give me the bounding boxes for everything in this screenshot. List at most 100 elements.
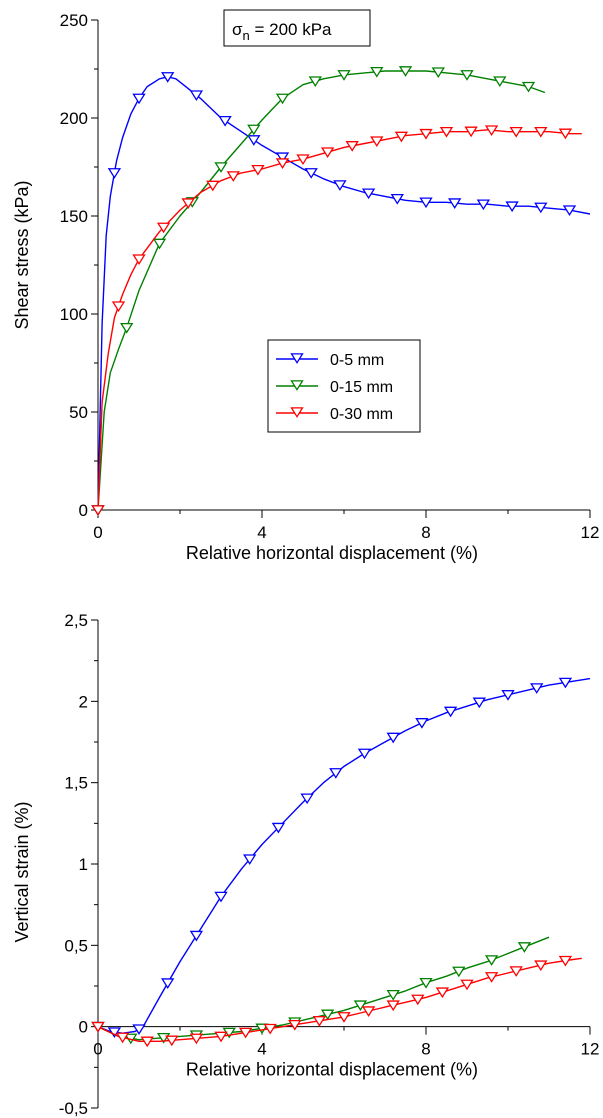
data-point-0-30-mm bbox=[558, 128, 573, 140]
data-point-0-5-mm bbox=[247, 135, 261, 146]
y-axis-title: Vertical strain (%) bbox=[12, 801, 32, 942]
data-point-0-5-mm bbox=[472, 697, 486, 709]
x-tick-label: 0 bbox=[93, 1040, 102, 1059]
data-point-0-30-mm bbox=[111, 301, 126, 313]
data-point-0-30-mm bbox=[411, 994, 425, 1006]
y-tick-label: 0 bbox=[79, 1018, 88, 1037]
data-point-0-30-mm bbox=[156, 222, 171, 234]
data-point-0-5-mm bbox=[243, 854, 257, 866]
data-point-0-5-mm bbox=[357, 748, 372, 760]
y-tick-label: 150 bbox=[60, 207, 88, 226]
series-line-0-15-mm bbox=[97, 70, 546, 511]
data-point-0-15-mm bbox=[521, 81, 536, 93]
data-point-0-15-mm bbox=[214, 162, 228, 173]
y-tick-label: 2,5 bbox=[64, 611, 88, 630]
data-point-0-15-mm bbox=[460, 70, 474, 81]
data-point-0-15-mm bbox=[517, 942, 532, 953]
y-tick-label: 250 bbox=[60, 11, 88, 30]
data-point-0-15-mm bbox=[337, 70, 351, 81]
legend-marker-0-5-mm bbox=[290, 353, 304, 364]
y-tick-label: 200 bbox=[60, 109, 88, 128]
data-point-0-30-mm bbox=[214, 1031, 228, 1043]
data-point-0-5-mm bbox=[419, 197, 433, 209]
data-point-0-30-mm bbox=[361, 1006, 376, 1017]
x-tick-label: 8 bbox=[421, 1040, 430, 1059]
data-point-0-5-mm bbox=[107, 1027, 122, 1038]
data-point-0-5-mm bbox=[189, 90, 204, 102]
data-point-0-30-mm bbox=[386, 1000, 400, 1012]
data-point-0-30-mm bbox=[189, 1033, 204, 1045]
legend-marker-0-30-mm bbox=[290, 407, 304, 418]
data-point-0-15-mm bbox=[353, 1000, 368, 1012]
annotation-text: σn = 200 kPa bbox=[232, 20, 332, 43]
x-tick-label: 8 bbox=[421, 523, 430, 542]
y-axis-title: Shear stress (kPa) bbox=[12, 180, 32, 329]
data-point-0-15-mm bbox=[493, 76, 507, 88]
data-point-0-30-mm bbox=[534, 960, 548, 972]
data-point-0-30-mm bbox=[91, 505, 105, 516]
data-point-0-15-mm bbox=[152, 238, 167, 250]
y-tick-label: 2 bbox=[79, 692, 88, 711]
series-line-0-30-mm bbox=[97, 957, 582, 1043]
data-point-0-5-mm bbox=[304, 168, 318, 179]
x-tick-label: 4 bbox=[257, 523, 266, 542]
data-point-0-5-mm bbox=[534, 202, 548, 214]
data-point-0-30-mm bbox=[206, 180, 220, 192]
y-tick-label: 50 bbox=[69, 403, 88, 422]
data-point-0-15-mm bbox=[275, 93, 290, 105]
x-axis-title: Relative horizontal displacement (%) bbox=[186, 1060, 478, 1080]
data-point-0-15-mm bbox=[419, 977, 433, 989]
data-point-0-5-mm bbox=[329, 768, 343, 779]
data-point-0-30-mm bbox=[394, 131, 409, 143]
legend-marker-0-15-mm bbox=[290, 380, 304, 391]
data-point-0-5-mm bbox=[386, 732, 400, 744]
data-point-0-30-mm bbox=[296, 154, 310, 166]
data-point-0-5-mm bbox=[361, 188, 376, 200]
y-tick-label: 0 bbox=[79, 501, 88, 520]
y-tick-label: 100 bbox=[60, 305, 88, 324]
data-point-0-30-mm bbox=[320, 147, 335, 159]
data-point-0-15-mm bbox=[308, 76, 322, 88]
y-tick-label: 0,5 bbox=[64, 936, 88, 955]
data-point-0-5-mm bbox=[562, 205, 577, 217]
data-point-0-5-mm bbox=[448, 198, 462, 209]
data-point-0-15-mm bbox=[120, 322, 134, 334]
data-point-0-5-mm bbox=[443, 706, 458, 718]
y-tick-label: -0,5 bbox=[59, 1099, 88, 1118]
data-point-0-5-mm bbox=[161, 72, 175, 83]
legend-label-0-5-mm: 0-5 mm bbox=[330, 352, 384, 369]
data-point-0-30-mm bbox=[251, 164, 265, 176]
data-point-0-30-mm bbox=[181, 198, 195, 209]
data-point-0-30-mm bbox=[439, 126, 454, 138]
shear-stress-chart: 0 50 100 150 200 250 0 4 8 12 Relative horizontal … bbox=[12, 9, 599, 563]
data-point-0-30-mm bbox=[460, 979, 474, 991]
x-tick-label: 4 bbox=[257, 1040, 266, 1059]
data-point-0-15-mm bbox=[370, 66, 384, 78]
data-point-0-5-mm bbox=[214, 891, 228, 903]
vertical-strain-chart: -0,5 0 0,5 1 1,5 2 2,5 0 4 8 12 Relative horizontal… bbox=[12, 611, 599, 1118]
data-point-0-5-mm bbox=[333, 180, 347, 191]
data-point-0-5-mm bbox=[132, 93, 146, 105]
data-point-0-5-mm bbox=[271, 822, 286, 834]
data-point-0-30-mm bbox=[140, 1036, 154, 1048]
data-point-0-30-mm bbox=[484, 125, 499, 137]
data-point-0-5-mm bbox=[558, 677, 573, 689]
data-point-0-5-mm bbox=[275, 152, 290, 164]
data-point-0-30-mm bbox=[165, 1035, 179, 1047]
data-point-0-30-mm bbox=[558, 955, 573, 967]
series-line-0-5-mm bbox=[97, 677, 591, 1034]
data-point-0-30-mm bbox=[337, 1012, 351, 1023]
data-point-0-30-mm bbox=[275, 158, 290, 169]
data-point-0-30-mm bbox=[509, 966, 523, 977]
annotation-box bbox=[223, 9, 371, 47]
data-point-0-15-mm bbox=[255, 1023, 269, 1035]
data-point-0-30-mm bbox=[484, 972, 499, 983]
y-tick-label: 1,5 bbox=[64, 774, 88, 793]
data-point-0-30-mm bbox=[534, 126, 548, 138]
data-point-0-15-mm bbox=[320, 1009, 335, 1021]
data-point-0-5-mm bbox=[300, 793, 314, 805]
x-tick-label: 0 bbox=[93, 523, 102, 542]
x-tick-label: 12 bbox=[581, 1040, 600, 1059]
data-point-0-30-mm bbox=[370, 136, 384, 148]
data-point-0-30-mm bbox=[263, 1023, 277, 1035]
